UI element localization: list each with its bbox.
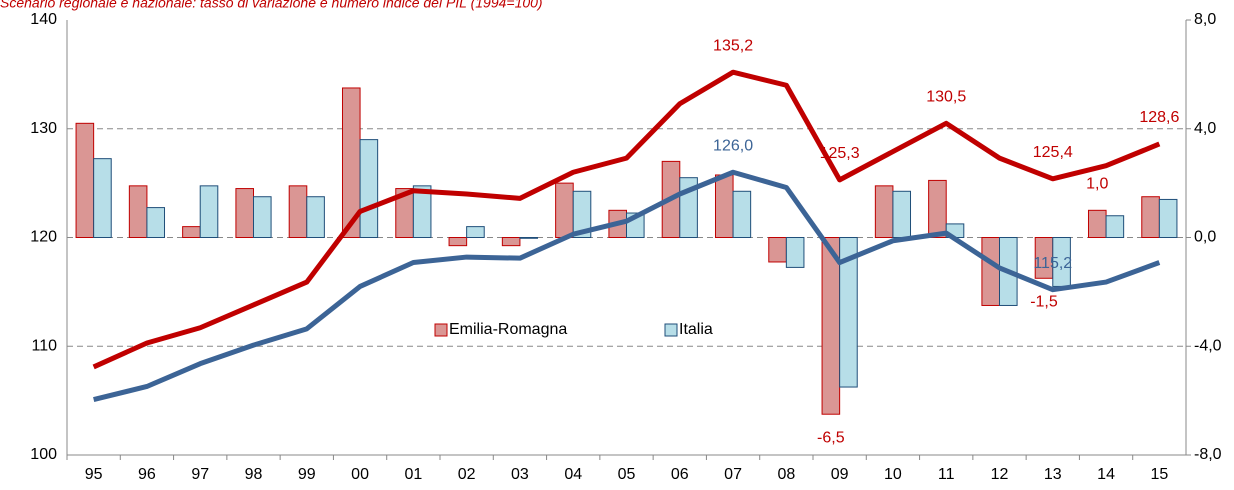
legend-swatch — [664, 323, 678, 337]
x-tick-label: 09 — [831, 466, 849, 483]
bar — [1087, 209, 1107, 238]
data-label: 1,0 — [1086, 176, 1108, 193]
bar — [572, 190, 592, 238]
x-tick-label: 13 — [1044, 466, 1062, 483]
x-tick-label: 95 — [85, 466, 103, 483]
y-tick-label: 140 — [30, 11, 57, 28]
data-label: 128,6 — [1139, 109, 1179, 126]
chart-title: Scenario regionale e nazionale: tasso di… — [0, 0, 543, 11]
bar — [839, 237, 858, 388]
bar — [732, 190, 752, 238]
data-label: 125,3 — [820, 145, 860, 162]
y-tick-label: 100 — [30, 446, 57, 463]
y2-tick-label: -4,0 — [1194, 337, 1222, 354]
bar — [1141, 196, 1160, 238]
x-tick-label: 08 — [777, 466, 795, 483]
y2-tick-label: 8,0 — [1194, 11, 1216, 28]
bar — [93, 158, 112, 238]
bar — [928, 179, 947, 238]
bar — [253, 196, 272, 238]
bar — [75, 122, 95, 238]
data-label: -6,5 — [817, 429, 845, 446]
x-tick-label: 99 — [298, 466, 316, 483]
x-tick-label: 10 — [884, 466, 902, 483]
bar — [182, 226, 201, 238]
x-tick-label: 00 — [351, 466, 369, 483]
x-tick-label: 15 — [1150, 466, 1168, 483]
x-tick-label: 07 — [724, 466, 742, 483]
x-tick-label: 01 — [404, 466, 422, 483]
bar — [1158, 198, 1178, 238]
data-label: -1,5 — [1030, 294, 1058, 311]
data-label: 135,2 — [713, 37, 753, 54]
x-tick-label: 05 — [618, 466, 636, 483]
bar — [199, 185, 219, 238]
bar — [892, 190, 912, 238]
bar — [1105, 215, 1125, 238]
bar — [874, 185, 894, 238]
bar — [821, 237, 841, 415]
line — [92, 69, 1161, 370]
bar — [412, 185, 432, 238]
bar — [448, 237, 468, 247]
x-tick-label: 14 — [1097, 466, 1115, 483]
bar — [288, 185, 308, 238]
x-tick-label: 96 — [138, 466, 156, 483]
data-label: 115,2 — [1033, 255, 1072, 272]
bar — [768, 237, 787, 263]
x-tick-label: 06 — [671, 466, 689, 483]
x-tick-label: 03 — [511, 466, 529, 483]
bar — [785, 237, 805, 268]
bar — [714, 174, 734, 238]
bar — [128, 185, 148, 238]
legend-swatch — [434, 323, 448, 337]
y2-tick-label: 4,0 — [1194, 120, 1216, 137]
data-label: 125,4 — [1033, 144, 1073, 161]
bar — [501, 237, 521, 247]
data-label: 130,5 — [926, 89, 966, 106]
y-tick-label: 130 — [30, 120, 57, 137]
y-tick-label: 120 — [30, 229, 57, 246]
legend-label: Italia — [679, 321, 713, 338]
bar — [235, 188, 254, 238]
x-tick-label: 02 — [458, 466, 476, 483]
x-tick-label: 12 — [991, 466, 1009, 483]
bar — [519, 237, 539, 239]
legend-label: Emilia-Romagna — [449, 321, 567, 338]
y-tick-label: 110 — [31, 337, 57, 354]
y2-tick-label: -8,0 — [1194, 446, 1222, 463]
bar — [146, 207, 166, 238]
bar — [359, 139, 379, 238]
x-tick-label: 97 — [191, 466, 209, 483]
bar — [555, 182, 574, 238]
y2-tick-label: 0,0 — [1194, 229, 1216, 246]
bar — [981, 237, 1000, 306]
data-label: 126,0 — [713, 137, 753, 154]
x-tick-label: 98 — [245, 466, 263, 483]
x-tick-label: 04 — [564, 466, 582, 483]
bar — [466, 226, 485, 238]
line — [93, 169, 1161, 402]
bar — [306, 196, 325, 238]
x-tick-label: 11 — [938, 466, 955, 483]
